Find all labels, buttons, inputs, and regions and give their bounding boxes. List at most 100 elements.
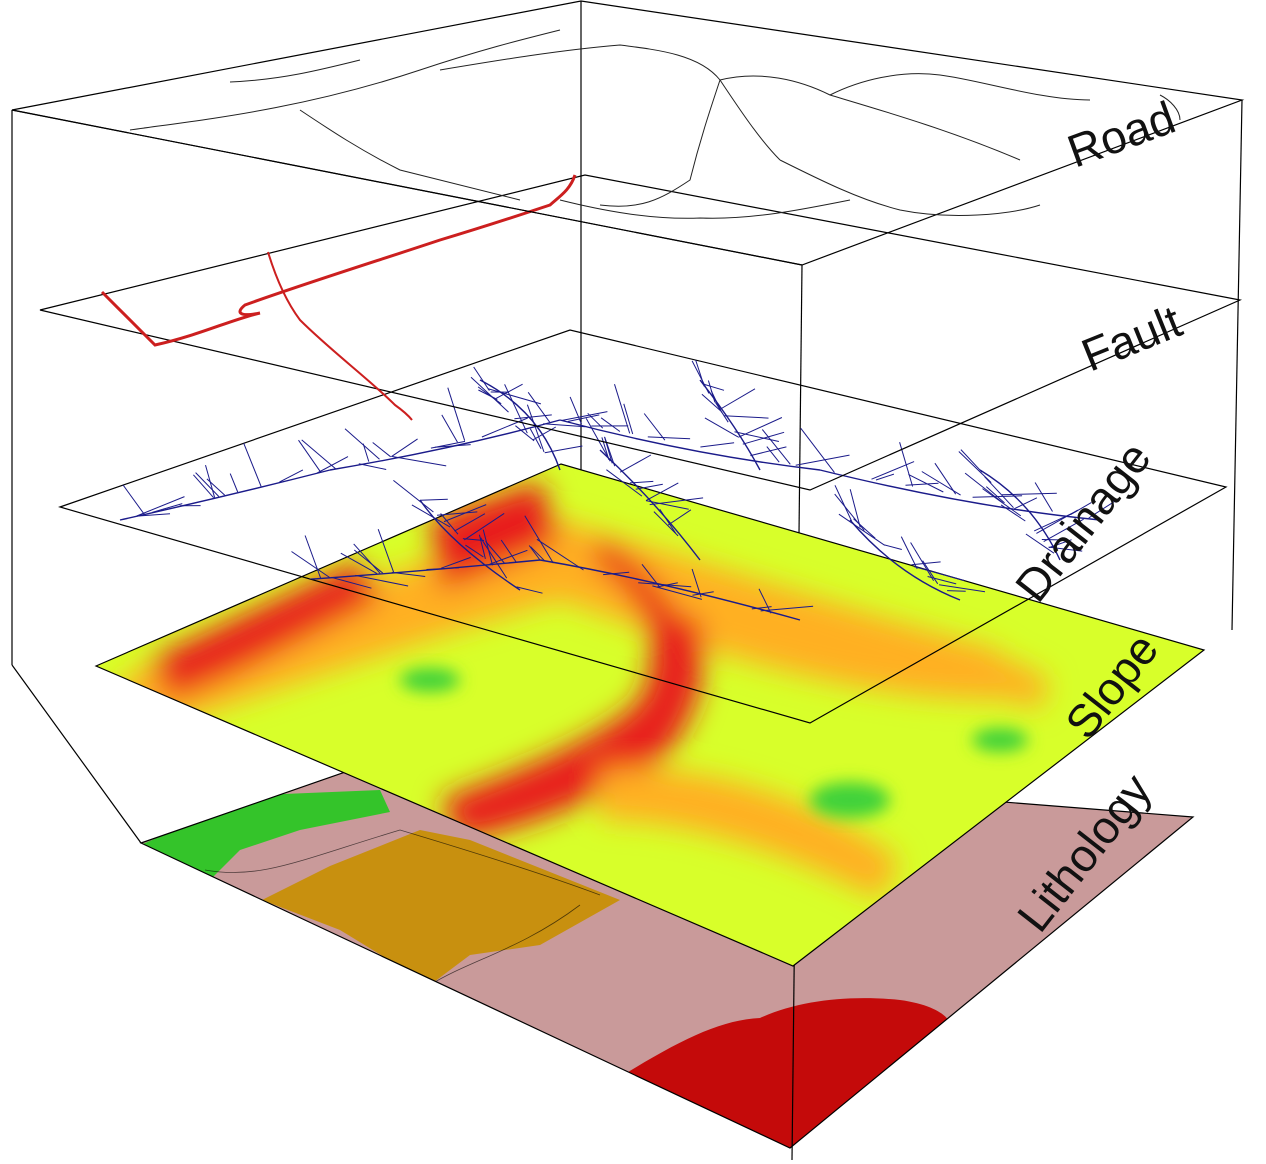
drainage-branch	[567, 414, 600, 422]
drainage-branch	[1048, 546, 1083, 552]
drainage-branch	[921, 471, 961, 496]
drainage-branch	[362, 443, 370, 462]
drainage-branch	[643, 413, 666, 441]
drainage-branch	[958, 451, 992, 483]
drainage-branch	[441, 414, 458, 443]
drainage-branch	[758, 588, 772, 614]
drainage-branch	[638, 582, 692, 588]
drainage-trunk	[119, 469, 331, 521]
drainage-branch	[482, 529, 493, 566]
drainage-branch	[440, 513, 459, 535]
drainage-branch	[530, 546, 546, 562]
drainage-branch	[656, 582, 678, 588]
drainage-branch	[635, 483, 663, 490]
drainage-branch	[922, 560, 939, 585]
drainage-branch	[441, 556, 471, 569]
drainage-branch	[136, 513, 171, 517]
drainage-branch	[1025, 533, 1055, 554]
drainage-branch	[853, 518, 876, 539]
drainage-branch	[1034, 482, 1053, 512]
drainage-branch	[614, 384, 631, 434]
drainage-branch	[465, 544, 484, 558]
road-outline	[11, 0, 1245, 266]
drainage-branch	[1001, 492, 1057, 496]
drainage-branch	[603, 571, 630, 576]
drainage-branch	[481, 417, 528, 438]
drainage-trunk	[419, 499, 521, 591]
drainage-branch	[871, 461, 915, 480]
drainage-branch	[372, 442, 392, 458]
drainage-branch	[480, 537, 508, 579]
slope-layer: Slope	[94, 463, 1206, 967]
fault-line-minor	[267, 251, 413, 421]
drainage-branch	[487, 388, 542, 405]
road-layer: Road	[11, 0, 1245, 266]
drainage-branch	[659, 509, 677, 534]
drainage-branch	[464, 512, 505, 541]
drainage-trunk	[599, 449, 701, 561]
drainage-branch	[377, 529, 395, 573]
drainage-branch	[411, 504, 451, 528]
drainage-branch	[436, 511, 478, 516]
drainage-branch	[875, 473, 895, 481]
drainage-branch	[544, 445, 583, 454]
drainage-branch	[913, 566, 965, 581]
drainage-branch	[702, 383, 725, 391]
drainage-branch	[934, 462, 957, 495]
drainage-branch	[392, 456, 447, 467]
drainage-branch	[838, 513, 885, 546]
drainage-branch	[454, 513, 486, 532]
drainage-branch	[528, 545, 541, 561]
drainage-branch	[800, 427, 835, 473]
lithology-green-unit	[141, 790, 390, 880]
drainage-branch	[500, 539, 517, 563]
lithology-ochre-unit	[262, 830, 620, 985]
drainage-branch	[279, 469, 304, 483]
drainage-branch	[647, 436, 691, 440]
drainage-branch	[985, 486, 1005, 504]
drainage-branch	[704, 417, 739, 438]
drainage-branch	[340, 552, 378, 575]
drainage-branch	[527, 392, 551, 423]
drainage-branch	[834, 485, 853, 522]
drainage-branch	[700, 442, 735, 448]
drainage-branch	[420, 498, 448, 501]
drainage-branch	[152, 503, 183, 513]
drainage-branch	[795, 454, 850, 466]
drainage-branch	[750, 446, 787, 457]
drainage-branch	[193, 474, 214, 499]
drainage-branch	[1043, 518, 1084, 543]
drainage-branch	[1036, 509, 1079, 534]
drainage-branch	[478, 389, 498, 400]
drainage-branch	[908, 473, 944, 493]
drainage-outline	[58, 329, 1228, 724]
drainage-branch	[205, 464, 216, 498]
drainage-branch	[701, 393, 721, 411]
drainage-branch	[585, 418, 611, 462]
drainage-branch	[766, 446, 780, 463]
drainage-branch	[939, 584, 986, 593]
drainage-branch	[358, 463, 387, 470]
lithology-outline	[139, 753, 1195, 1149]
drainage-branch	[1041, 539, 1065, 541]
drainage-branch	[653, 511, 679, 537]
drainage-branch	[291, 551, 330, 578]
drainage-branch	[239, 434, 262, 487]
drainage-branch	[900, 536, 918, 570]
drainage-branch	[344, 428, 380, 460]
box-right-edge	[1231, 99, 1243, 631]
drainage-branch	[304, 535, 322, 579]
fault-outline	[39, 174, 1243, 491]
drainage-branch	[899, 442, 914, 487]
drainage-branch	[910, 542, 935, 582]
drainage-branch	[1014, 497, 1038, 510]
drainage-branch	[927, 576, 957, 585]
drainage-branch	[623, 403, 634, 435]
drainage-branch	[691, 360, 710, 394]
drainage-branch	[600, 417, 621, 432]
drainage-branch	[485, 540, 505, 564]
drainage-branch	[543, 423, 586, 428]
drainage-branch	[301, 439, 336, 470]
drainage-trunk	[329, 419, 561, 471]
